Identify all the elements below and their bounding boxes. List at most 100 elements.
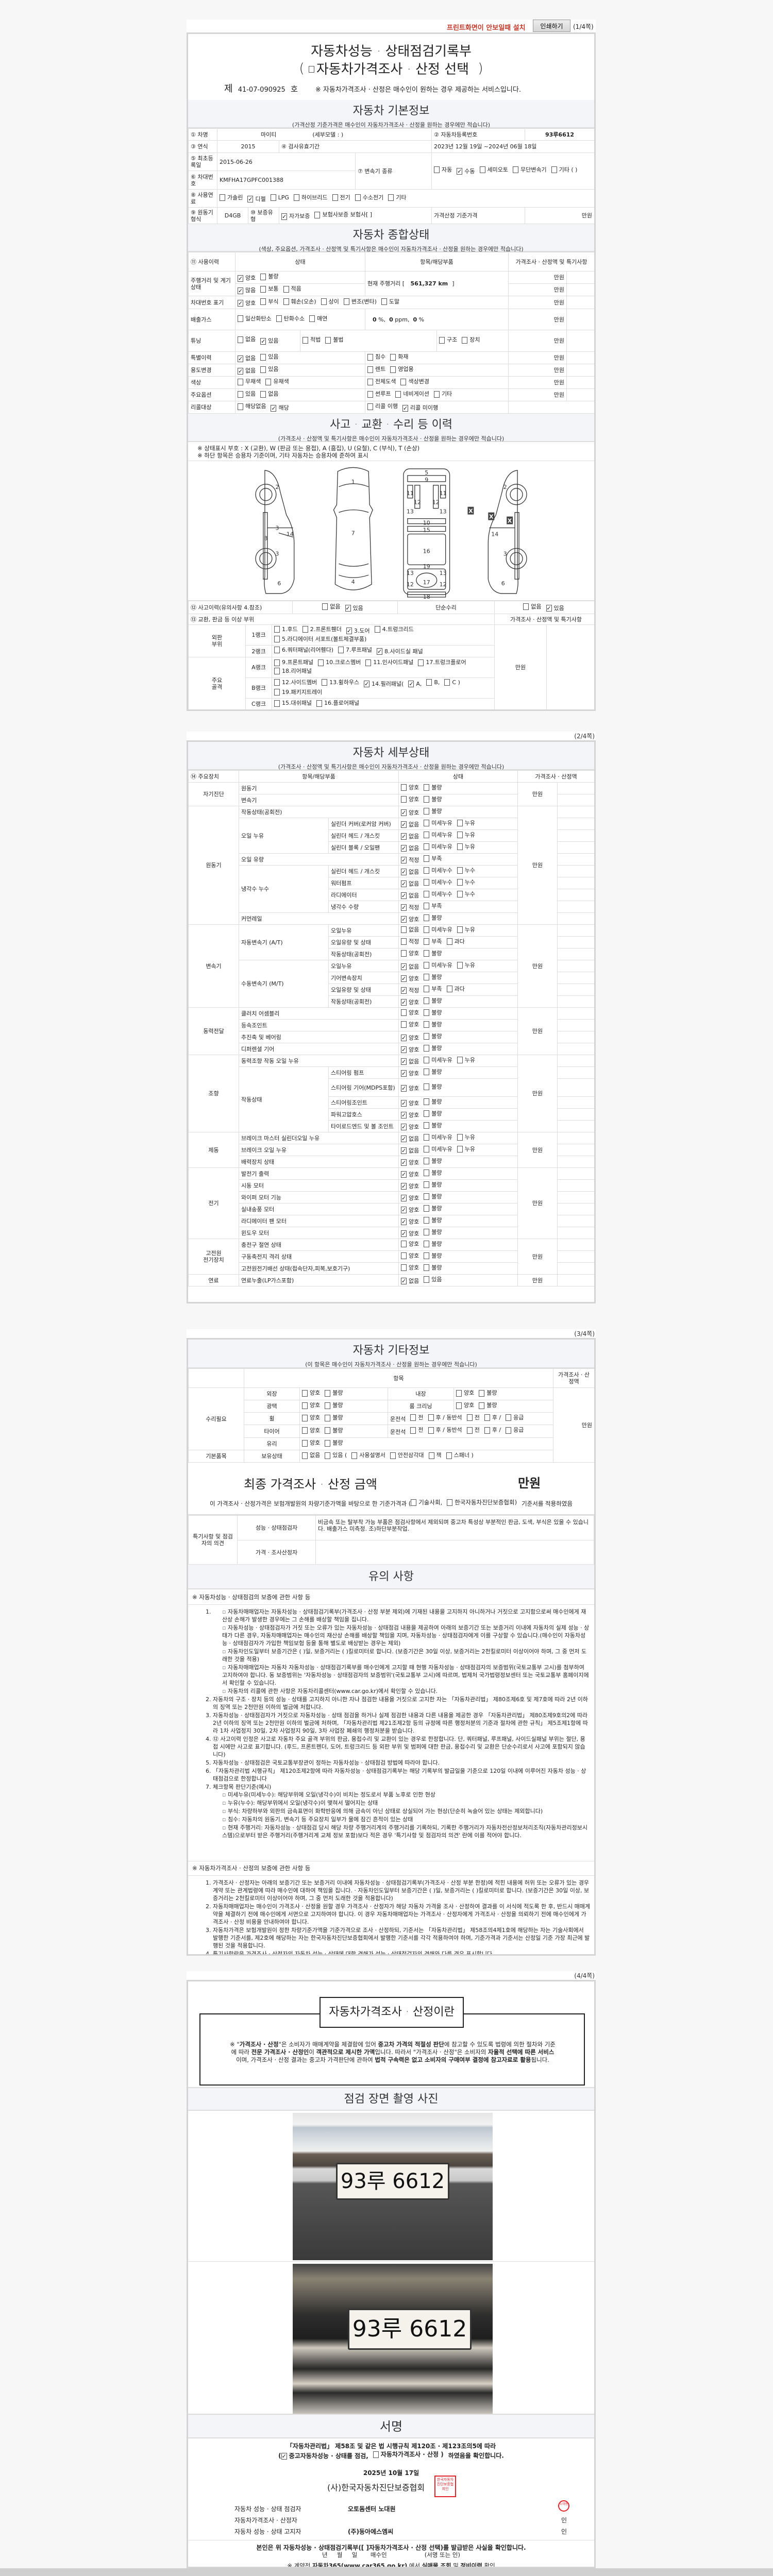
checkbox[interactable]: ✓ (408, 681, 414, 688)
checkbox[interactable] (410, 1427, 416, 1434)
checkbox-option[interactable]: 불량 (424, 1181, 442, 1189)
checkbox-option[interactable]: 있음 (260, 353, 279, 361)
checkbox[interactable] (457, 843, 463, 850)
checkbox[interactable] (513, 166, 518, 173)
checkbox[interactable]: ✓ (238, 287, 243, 294)
checkbox[interactable] (325, 1427, 331, 1434)
checkbox[interactable]: ✓ (238, 367, 243, 375)
checkbox-option[interactable]: 불량 (424, 1110, 442, 1117)
checkbox-option[interactable]: 19.패키지트레이 (274, 689, 322, 696)
checkbox[interactable] (424, 1057, 430, 1063)
checkbox-option[interactable]: ✓ 디젤 (247, 196, 266, 203)
checkbox-option[interactable]: 리콜 이행 (367, 403, 398, 410)
checkbox[interactable] (424, 1098, 430, 1105)
checkbox-option[interactable]: 자동차가격조사 · 산정 ) (373, 2451, 444, 2458)
checkbox-option[interactable]: 16.플로어패널 (316, 700, 359, 707)
checkbox-option[interactable]: ✓ 많음 (238, 287, 256, 294)
checkbox[interactable] (260, 273, 266, 280)
checkbox[interactable] (424, 796, 430, 803)
checkbox[interactable] (424, 1276, 430, 1283)
checkbox-option[interactable]: 누유 (457, 1134, 475, 1141)
checkbox-option[interactable]: 전체도색 (367, 378, 396, 385)
checkbox[interactable] (325, 1389, 331, 1397)
checkbox-option[interactable]: ✓ 중고자동차성능 · 상태를 점검, (281, 2452, 368, 2460)
checkbox[interactable] (466, 1414, 473, 1421)
checkbox[interactable] (283, 298, 289, 305)
checkbox[interactable] (401, 1241, 407, 1248)
checkbox[interactable]: ✓ (401, 987, 407, 994)
checkbox[interactable] (338, 647, 344, 653)
checkbox-option[interactable]: 불량 (424, 796, 442, 803)
checkbox[interactable] (434, 166, 440, 173)
checkbox[interactable] (424, 1033, 430, 1040)
checkbox-option[interactable]: ✓ 없음 (401, 833, 419, 840)
checkbox[interactable] (424, 1205, 430, 1212)
checkbox[interactable] (444, 679, 450, 686)
checkbox-option[interactable]: 불량 (424, 914, 442, 922)
checkbox[interactable]: ✓ (401, 1171, 407, 1178)
checkbox[interactable] (424, 986, 430, 992)
checkbox[interactable] (457, 1134, 463, 1141)
checkbox-option[interactable]: 없음 (523, 603, 542, 611)
checkbox[interactable] (367, 366, 373, 373)
checkbox-option[interactable]: C ) (444, 679, 460, 686)
checkbox-option[interactable]: 불량 (424, 1170, 442, 1177)
checkbox-option[interactable]: 후 / (484, 1414, 501, 1421)
checkbox-option[interactable]: 후 / 동반석 (428, 1414, 462, 1421)
checkbox[interactable]: ✓ (401, 904, 407, 911)
checkbox-option[interactable]: 불량 (424, 1083, 442, 1091)
checkbox[interactable] (410, 1414, 416, 1421)
checkbox-option[interactable]: 응급 (506, 1414, 524, 1421)
checkbox-option[interactable]: ✓ 없음 (401, 880, 419, 888)
checkbox-option[interactable]: 썬루프 (367, 391, 391, 398)
checkbox-option[interactable]: ✓ 양호 (401, 1112, 419, 1119)
checkbox-option[interactable]: 11.인사이드패널 (365, 659, 413, 666)
checkbox[interactable] (428, 1452, 434, 1459)
checkbox-option[interactable]: 불량 (424, 1205, 442, 1212)
checkbox[interactable]: ✓ (401, 833, 407, 840)
checkbox[interactable]: ✓ (401, 809, 407, 816)
checkbox-option[interactable]: 불량 (424, 1098, 442, 1106)
checkbox-option[interactable]: 불량 (325, 1414, 343, 1421)
checkbox[interactable] (484, 1427, 490, 1434)
checkbox-option[interactable]: 불량 (260, 273, 279, 280)
checkbox-option[interactable]: ✓ 양호 (238, 275, 256, 282)
checkbox[interactable] (506, 1427, 512, 1434)
checkbox-option[interactable]: 수소전기 (355, 194, 383, 201)
checkbox[interactable] (401, 1264, 407, 1272)
checkbox[interactable] (424, 997, 430, 1004)
checkbox-option[interactable]: 불량 (424, 974, 442, 981)
checkbox-option[interactable]: ✓ 없음 (401, 1147, 419, 1155)
checkbox-option[interactable]: 양호 (302, 1402, 320, 1409)
checkbox[interactable] (462, 336, 468, 344)
checkbox[interactable] (390, 366, 396, 373)
checkbox[interactable] (424, 1181, 430, 1188)
checkbox[interactable]: ✓ (402, 404, 408, 412)
checkbox[interactable] (325, 1414, 331, 1421)
checkbox[interactable] (424, 914, 430, 921)
checkbox-option[interactable]: 양호 (456, 1402, 474, 1409)
checkbox-option[interactable]: 불량 (325, 1389, 343, 1397)
checkbox[interactable] (506, 1414, 512, 1421)
checkbox[interactable]: ✓ (281, 213, 287, 220)
checkbox-option[interactable]: 양호 (456, 1389, 474, 1397)
checkbox-option[interactable]: B, (426, 679, 440, 686)
checkbox[interactable] (374, 626, 380, 633)
checkbox-option[interactable]: 불량 (479, 1402, 497, 1409)
checkbox[interactable] (316, 700, 322, 707)
checkbox-option[interactable]: 양호 (401, 1021, 419, 1028)
checkbox[interactable] (479, 166, 485, 173)
checkbox[interactable] (411, 1499, 417, 1506)
checkbox-option[interactable]: 훼손(오손) (283, 298, 316, 306)
checkbox-option[interactable]: 미세누수 (424, 891, 452, 898)
checkbox[interactable] (238, 378, 243, 385)
checkbox[interactable] (302, 1439, 308, 1447)
checkbox[interactable] (424, 808, 430, 815)
checkbox-option[interactable]: ✓ 있음 (546, 605, 564, 612)
checkbox-option[interactable]: ✓ 없음 (401, 821, 419, 828)
checkbox-option[interactable]: 불량 (424, 1021, 442, 1028)
checkbox[interactable]: ✓ (401, 1035, 407, 1041)
checkbox-option[interactable]: ✓ 리콜 미이행 (402, 404, 438, 412)
checkbox-option[interactable]: ✓ 양호 (401, 1195, 419, 1202)
checkbox-option[interactable]: ✓ 없음 (401, 1058, 419, 1065)
